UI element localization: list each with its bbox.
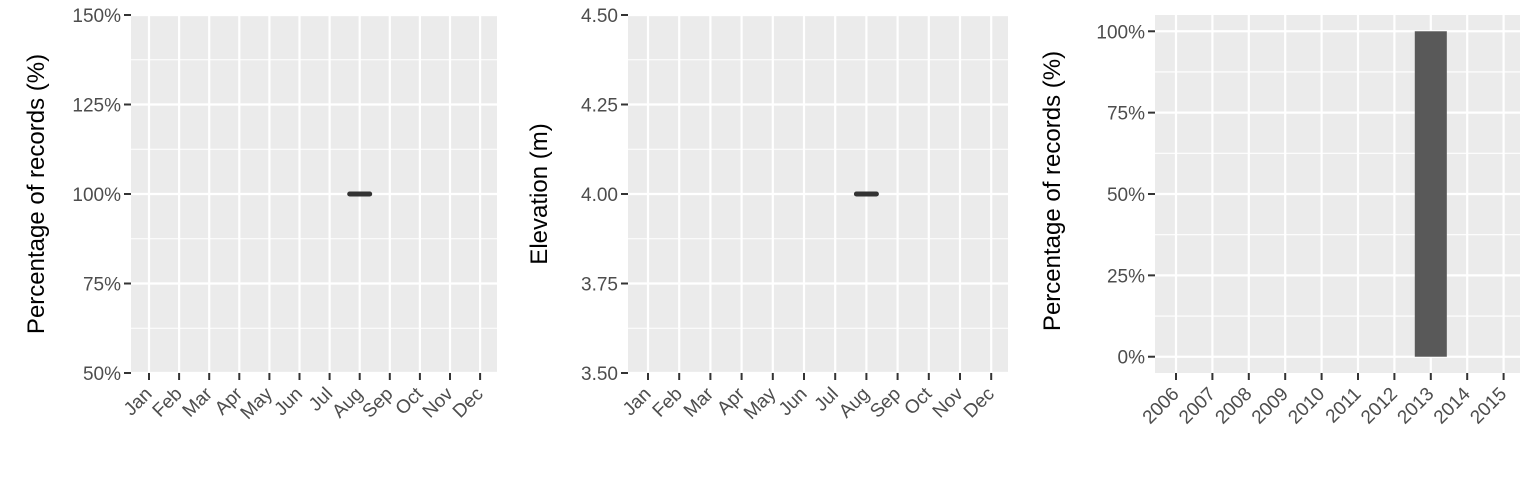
x-tick-label: Jan bbox=[619, 384, 656, 421]
y-tick-label: 75% bbox=[83, 275, 121, 296]
x-tick-label: Aug bbox=[835, 384, 874, 423]
x-tick-label: 2014 bbox=[1430, 383, 1475, 428]
x-tick-label: 2009 bbox=[1248, 384, 1293, 429]
x-tick-label: 2010 bbox=[1284, 384, 1329, 429]
x-tick-label: Jun bbox=[271, 384, 308, 421]
y-tick-label: 3.75 bbox=[581, 275, 618, 296]
x-tick-label: Feb bbox=[649, 384, 687, 422]
x-tick-label: 2007 bbox=[1175, 384, 1220, 429]
x-tick-label: Feb bbox=[149, 384, 187, 422]
y-tick-label: 50% bbox=[1107, 185, 1145, 206]
x-tick-label: Dec bbox=[960, 384, 999, 423]
y-tick-label: 75% bbox=[1107, 104, 1145, 125]
y-tick-label: 100% bbox=[1096, 22, 1145, 43]
x-tick-label: Oct bbox=[392, 383, 428, 419]
y-tick-label: 125% bbox=[72, 96, 121, 117]
y-tick-label: 4.00 bbox=[581, 185, 618, 206]
x-tick-label: 2015 bbox=[1466, 384, 1511, 429]
x-tick-label: Nov bbox=[419, 383, 458, 422]
x-tick-label: 2012 bbox=[1357, 384, 1402, 429]
y-tick-label: 4.25 bbox=[581, 96, 618, 117]
y-tick-label: 3.50 bbox=[581, 364, 618, 385]
x-tick-label: Sep bbox=[866, 384, 905, 423]
x-tick-label: Jun bbox=[775, 384, 812, 421]
x-tick-label: 2006 bbox=[1139, 384, 1184, 429]
x-tick-label: Oct bbox=[901, 383, 937, 419]
x-tick-label: Mar bbox=[179, 383, 217, 421]
y-tick-label: 50% bbox=[83, 364, 121, 385]
x-tick-label: Jan bbox=[120, 384, 157, 421]
panel-yearly-percentage: 0%25%50%75%100%2006200720082009201020112… bbox=[1039, 15, 1520, 428]
y-tick-label: 150% bbox=[72, 6, 121, 27]
x-tick-label: 2011 bbox=[1322, 384, 1366, 428]
x-tick-label: May bbox=[740, 383, 781, 424]
y-tick-label: 4.50 bbox=[581, 6, 618, 27]
y-tick-label: 0% bbox=[1118, 348, 1146, 369]
x-tick-label: 2008 bbox=[1212, 384, 1257, 429]
bar bbox=[1414, 31, 1447, 357]
panel-monthly-percentage: 50%75%100%125%150%JanFebMarAprMayJunJulA… bbox=[23, 6, 497, 424]
y-tick-label: 100% bbox=[72, 185, 121, 206]
y-axis-title: Elevation (m) bbox=[526, 123, 553, 264]
y-axis-title: Percentage of records (%) bbox=[1039, 51, 1066, 331]
y-tick-label: 25% bbox=[1107, 266, 1145, 287]
x-tick-label: Aug bbox=[328, 384, 367, 423]
x-tick-label: Sep bbox=[359, 384, 398, 423]
x-tick-label: Dec bbox=[449, 384, 488, 423]
x-tick-label: Mar bbox=[680, 383, 718, 421]
y-axis-title: Percentage of records (%) bbox=[23, 54, 50, 334]
x-tick-label: Nov bbox=[929, 383, 968, 422]
x-tick-label: 2013 bbox=[1394, 384, 1439, 429]
